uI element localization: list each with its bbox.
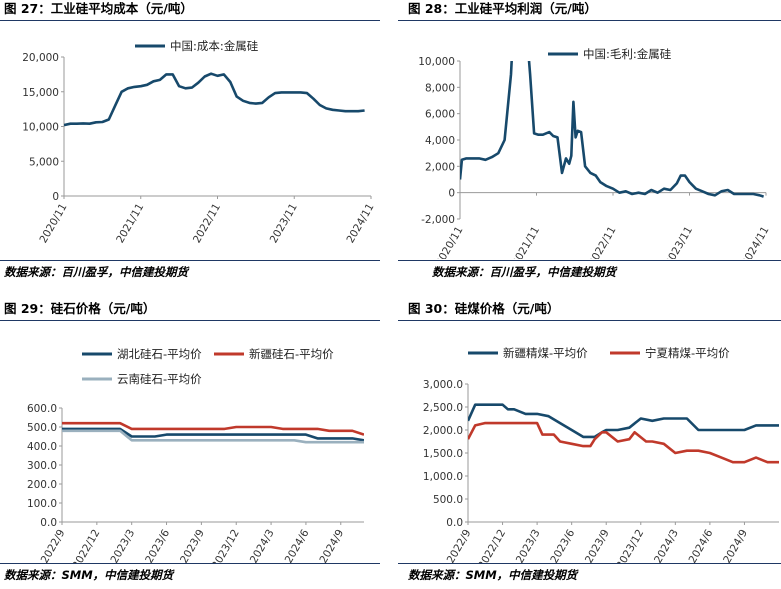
series-group [64,72,365,127]
x-tick-label: 2024/3 [248,528,277,565]
y-tick-label: 0 [448,188,455,200]
y-tick-label: -2,000 [421,214,455,226]
x-tick-label: 2022/9 [445,528,474,565]
chart-panel-silica: 图 29：硅石价格（元/吨） 0.0 100.0 200.0 300.0 400.0 50… [0,300,380,589]
series-line-1 [64,72,365,127]
coal-chart: 0.0 500.0 1,000.0 1,500.0 2,000.0 2,500.0 3,00… [423,346,779,565]
y-tick-label: 0.0 [40,517,57,529]
title-rule [0,20,380,21]
x-tick-label: 2024/11 [739,225,771,260]
y-tick-label: 200.0 [27,479,57,491]
y-tick-label: 4,000 [425,135,455,147]
legend-label-2: 新疆硅石-平均价 [249,347,334,361]
series-line-1 [468,403,779,439]
y-tick-label: 500.0 [27,422,57,434]
chart-panel-coal: 图 30：硅煤价格（元/吨） 0.0 500.0 1,000.0 1,500.0 2,0… [398,300,781,589]
chart-panel-profit: 图 28：工业硅平均利润（元/吨） -2,000 0 2,000 4,000 6,000… [398,0,781,289]
y-tick-label: 2,000 [425,161,455,173]
x-tick-label: 2023/12 [210,528,242,565]
x-tick-label: 2023/6 [548,527,577,564]
source-rule [398,563,781,564]
title-rule [398,20,781,21]
series-group [62,421,364,444]
legend-label-1: 新疆精煤-平均价 [503,346,588,360]
x-tick-label: 2022/9 [39,528,68,565]
x-tick-label: 2023/3 [108,528,137,565]
y-tick-label: 3,000.0 [423,379,463,391]
y-tick-label: 100.0 [27,498,57,510]
chart-panel-cost: 图 27：工业硅平均成本（元/吨） 0 5,000 10,000 15,000 20,0… [0,0,382,289]
x-tick-label: 2022/12 [476,528,508,565]
x-tick-label: 2022/12 [70,528,102,565]
chart-title: 图 28：工业硅平均利润（元/吨） [408,1,597,16]
x-tick-label: 2024/6 [687,527,716,564]
series-line-1 [460,61,765,198]
chart-title: 图 29：硅石价格（元/吨） [4,301,156,316]
x-tick-label: 2023/11 [663,225,695,260]
x-tick-label: 2023/11 [268,202,300,246]
legend-label-3: 云南硅石-平均价 [117,372,202,386]
y-tick-label: 600.0 [27,403,57,415]
y-tick-label: 0.0 [446,517,463,529]
series-line-2 [62,421,364,436]
source-rule [0,563,380,564]
y-tick-label: 15,000 [22,87,59,99]
series-group [468,403,779,464]
y-tick-label: 1,500.0 [423,448,463,460]
series-line-1 [62,427,364,442]
x-tick-label: 2024/6 [283,527,312,564]
x-tick-label: 2023/3 [514,528,543,565]
x-tick-label: 2023/9 [178,528,207,565]
y-tick-label: 2,500.0 [423,402,463,414]
x-tick-label: 2021/11 [510,225,542,260]
legend-label-1: 中国:毛利:金属硅 [583,47,672,61]
y-tick-label: 10,000 [22,122,59,134]
legend-label-1: 中国:成本:金属硅 [170,39,259,53]
y-tick-label: 2,000.0 [423,425,463,437]
profit-chart: -2,000 0 2,000 4,000 6,000 8,000 10,000 2020/11… [418,47,771,260]
y-tick-label: 300.0 [27,460,57,472]
series-group [460,61,765,198]
legend-label-1: 湖北硅石-平均价 [117,347,202,361]
data-source: 数据来源：SMM，中信建投期货 [408,568,578,582]
x-tick-label: 2022/11 [586,225,618,260]
x-tick-label: 2024/9 [317,528,346,565]
source-rule [0,260,380,261]
series-line-2 [468,421,779,464]
x-tick-label: 2022/11 [191,202,223,246]
x-tick-label: 2021/11 [114,202,146,246]
x-tick-label: 2024/3 [652,528,681,565]
cost-chart: 0 5,000 10,000 15,000 20,000 2020/11 2021/11 20… [22,39,376,246]
data-source: 数据来源：百川盈孚，中信建投期货 [432,265,616,279]
y-tick-label: 1,000.0 [423,471,463,483]
data-source: 数据来源：百川盈孚，中信建投期货 [4,265,188,279]
chart-title: 图 27：工业硅平均成本（元/吨） [4,1,193,16]
y-tick-label: 500.0 [433,494,463,506]
x-tick-label: 2023/12 [614,528,646,565]
x-tick-label: 2023/6 [143,527,172,564]
x-tick-label: 2020/11 [433,225,465,260]
chart-title: 图 30：硅煤价格（元/吨） [408,301,560,316]
y-tick-label: 20,000 [22,52,59,64]
y-tick-label: 400.0 [27,441,57,453]
y-tick-label: 10,000 [418,56,455,68]
data-source: 数据来源：SMM，中信建投期货 [4,568,174,582]
y-tick-label: 6,000 [425,109,455,121]
y-tick-label: 0 [52,191,59,203]
source-rule [398,260,781,261]
x-tick-label: 2020/11 [37,202,69,246]
x-tick-label: 2023/9 [583,528,612,565]
legend-label-2: 宁夏精煤-平均价 [645,346,730,360]
series-line-3 [62,429,364,444]
title-rule [398,320,781,321]
title-rule [0,320,380,321]
x-tick-label: 2024/9 [721,528,750,565]
y-tick-label: 8,000 [425,82,455,94]
x-tick-label: 2024/11 [344,202,376,246]
y-tick-label: 5,000 [29,156,59,168]
